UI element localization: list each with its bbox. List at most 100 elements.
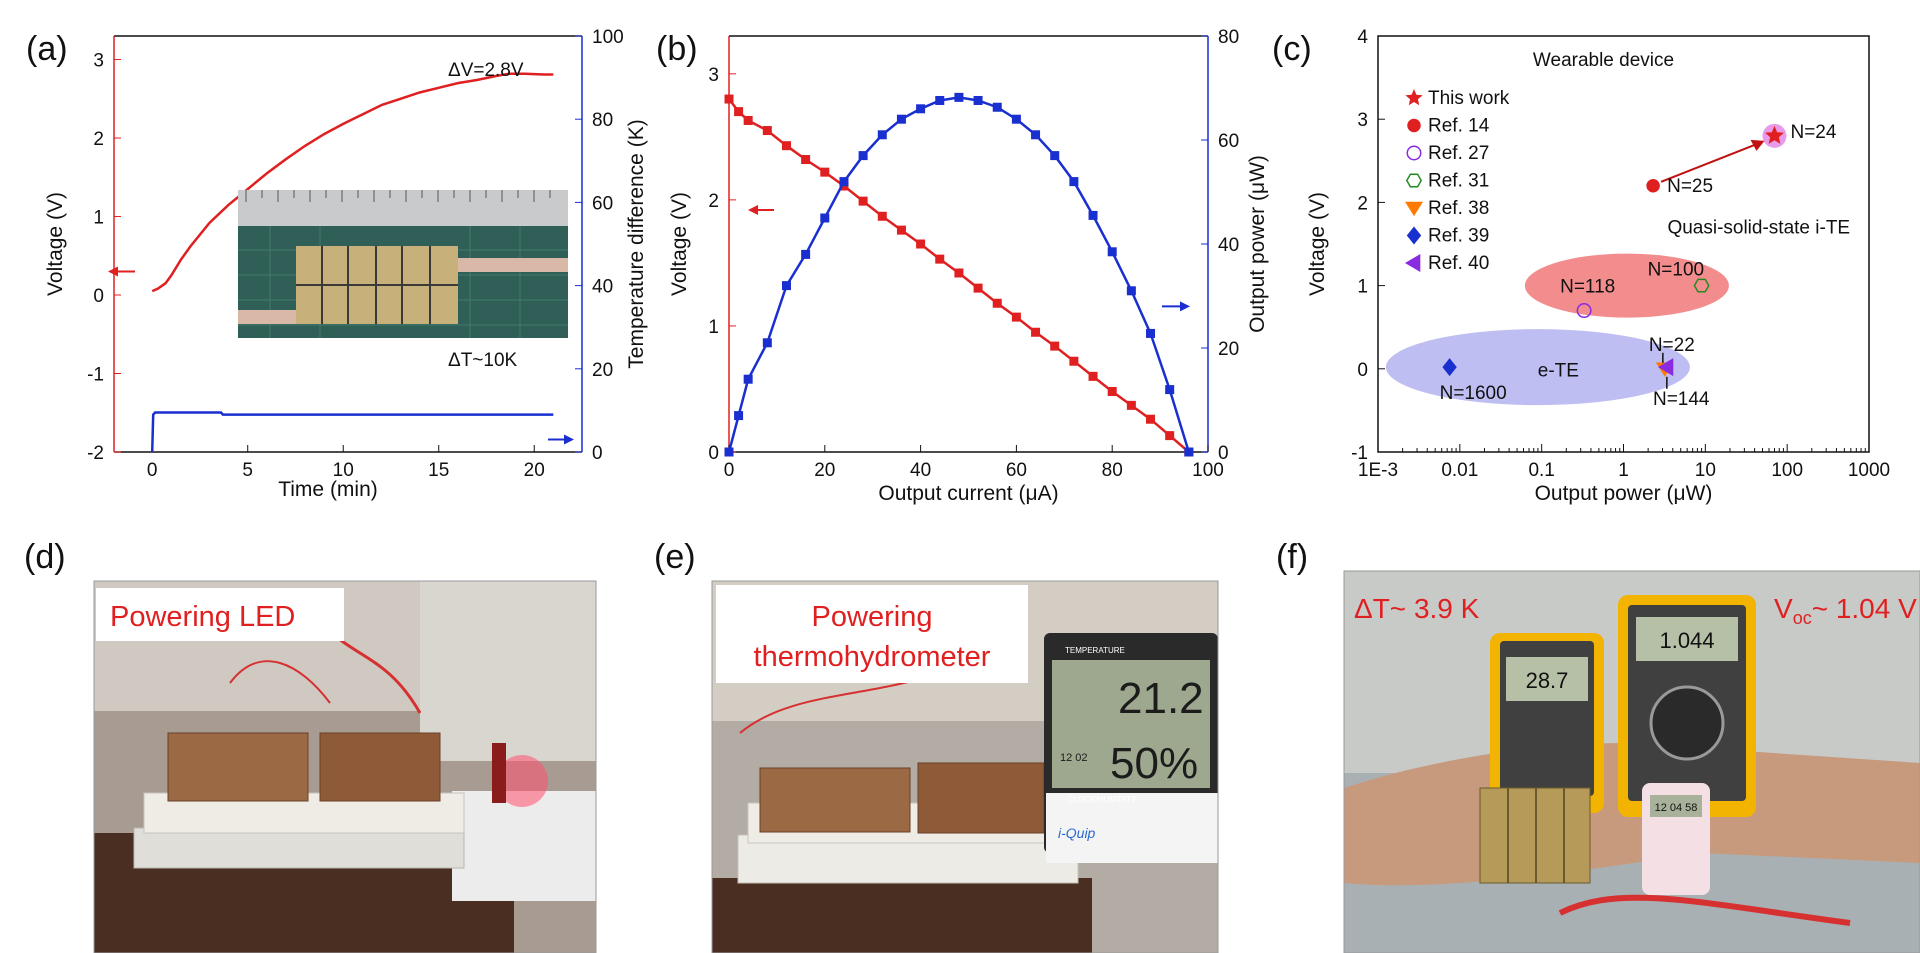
photo-panels: (d) Powering LED (e) TEMPERATURE 21.2	[24, 538, 1920, 953]
c-region-label-ete: e-TE	[1538, 360, 1579, 381]
b-x-tick-label: 100	[1192, 460, 1224, 481]
panel-label-b: (b)	[656, 30, 698, 68]
c-legend-label: Ref. 14	[1428, 116, 1490, 137]
b-point-output-power	[801, 249, 811, 259]
b-point-output-power	[1069, 177, 1079, 187]
watch-reading: 12 04 58	[1655, 802, 1698, 814]
b-point-voltage	[1088, 371, 1098, 381]
a-yr-title: Temperature difference (K)	[625, 119, 648, 368]
a-series-voltage	[151, 72, 554, 293]
b-right-arrowhead	[1180, 301, 1190, 312]
b-point-voltage	[896, 225, 906, 235]
a-x-tick-label: 0	[147, 460, 158, 481]
a-yr-tick-label: 0	[592, 443, 603, 464]
a-right-arrowhead	[564, 434, 574, 445]
b-point-output-power	[820, 213, 830, 223]
b-point-voltage	[1126, 400, 1136, 410]
a-yl-tick-label: -1	[87, 365, 104, 386]
b-point-output-power	[724, 447, 734, 457]
a-yl-tick-label: 0	[93, 286, 104, 307]
b-point-voltage	[916, 239, 926, 249]
b-point-voltage	[743, 115, 753, 125]
b-point-voltage	[1069, 356, 1079, 366]
c-legend-marker	[1406, 226, 1422, 245]
voc-label: Voc~ 1.04 V	[1774, 593, 1917, 628]
a-yl-tick-label: 1	[93, 208, 104, 229]
b-point-voltage	[1011, 312, 1021, 322]
c-y-tick-label: 0	[1357, 360, 1368, 381]
b-point-voltage	[973, 283, 983, 293]
c-improvement-arrowhead	[1750, 139, 1765, 151]
b-left-arrowhead	[748, 204, 758, 215]
b-point-output-power	[839, 177, 849, 187]
photo-d: Powering LED	[93, 580, 597, 953]
b-yl-tick-label: 1	[708, 317, 719, 338]
c-y-title: Voltage (V)	[1306, 192, 1329, 296]
c-x-tick-label: 0.01	[1441, 460, 1478, 481]
b-yr-tick-label: 40	[1218, 235, 1239, 256]
a-yr-tick-label: 80	[592, 110, 613, 131]
c-legend-label: Ref. 31	[1428, 171, 1489, 192]
b-x-title: Output current (μA)	[878, 482, 1058, 505]
c-y-tick-label: 1	[1357, 277, 1368, 298]
a-annotation-voltage: ΔV=2.8V	[448, 60, 524, 81]
b-point-output-power	[743, 374, 753, 384]
panel-label-f: (f)	[1276, 538, 1308, 576]
b-point-voltage	[801, 155, 811, 165]
b-point-voltage	[1165, 431, 1175, 441]
c-legend-marker	[1405, 201, 1423, 217]
b-yr-tick-label: 20	[1218, 339, 1239, 360]
c-point-ref-14	[1646, 179, 1660, 193]
b-yl-tick-label: 3	[708, 65, 719, 86]
c-x-tick-label: 1000	[1848, 460, 1890, 481]
c-point-ref-31	[1693, 278, 1710, 293]
a-x-tick-label: 5	[242, 460, 253, 481]
b-point-voltage	[820, 167, 830, 177]
b-x-tick-label: 0	[724, 460, 735, 481]
c-point-label-ref-39: N=1600	[1440, 383, 1507, 404]
c-point-label-ref-40: N=144	[1653, 389, 1710, 410]
c-x-tick-label: 10	[1695, 460, 1716, 481]
thermo-brand: i-Quip	[1058, 825, 1096, 841]
c-point-ref-27	[1576, 303, 1592, 319]
b-point-voltage	[877, 211, 887, 221]
c-x-tick-label: 100	[1771, 460, 1803, 481]
a-left-arrowhead	[108, 266, 118, 277]
a-yr-tick-label: 40	[592, 277, 613, 298]
c-x-title: Output power (μW)	[1535, 482, 1713, 505]
thermo-header: TEMPERATURE	[1065, 646, 1125, 655]
b-point-voltage	[781, 141, 791, 151]
c-legend-marker	[1405, 173, 1423, 188]
panel-label-c: (c)	[1272, 30, 1312, 68]
b-point-output-power	[1146, 328, 1156, 338]
c-legend-label: Ref. 40	[1428, 253, 1489, 274]
b-point-voltage	[1031, 327, 1041, 337]
delta-t-label: ΔT~ 3.9 K	[1354, 593, 1480, 624]
b-x-tick-label: 60	[1006, 460, 1027, 481]
c-x-tick-label: 1E-3	[1358, 460, 1398, 481]
c-legend-marker	[1407, 118, 1421, 133]
c-point-label-ref-14: N=25	[1667, 176, 1713, 197]
c-legend-label: Ref. 27	[1428, 143, 1489, 164]
b-point-voltage	[724, 94, 734, 104]
c-legend-label: This work	[1428, 88, 1510, 109]
b-yr-tick-label: 80	[1218, 27, 1239, 48]
a-yl-tick-label: -2	[87, 443, 104, 464]
c-region-label-ite: Quasi-solid-state i-TE	[1667, 217, 1850, 238]
c-legend-marker	[1405, 254, 1421, 272]
b-point-output-power	[916, 104, 926, 114]
b-point-output-power	[1050, 151, 1060, 161]
b-yl-tick-label: 0	[708, 443, 719, 464]
b-yl-tick-label: 2	[708, 191, 719, 212]
photo-f: 28.7 1.044 12 04 58 ΔT~ 3.9 K Voc~ 1.04 …	[1343, 570, 1920, 953]
c-point-label-this-work: N=24	[1790, 122, 1836, 143]
b-point-output-power	[896, 114, 906, 124]
a-x-tick-label: 15	[428, 460, 449, 481]
b-yr-tick-label: 60	[1218, 131, 1239, 152]
c-point-label-ref-31: N=100	[1648, 260, 1705, 281]
b-point-voltage	[1107, 386, 1117, 396]
a-yl-tick-label: 3	[93, 51, 104, 72]
c-y-tick-label: 3	[1357, 110, 1368, 131]
b-point-voltage	[762, 126, 772, 136]
